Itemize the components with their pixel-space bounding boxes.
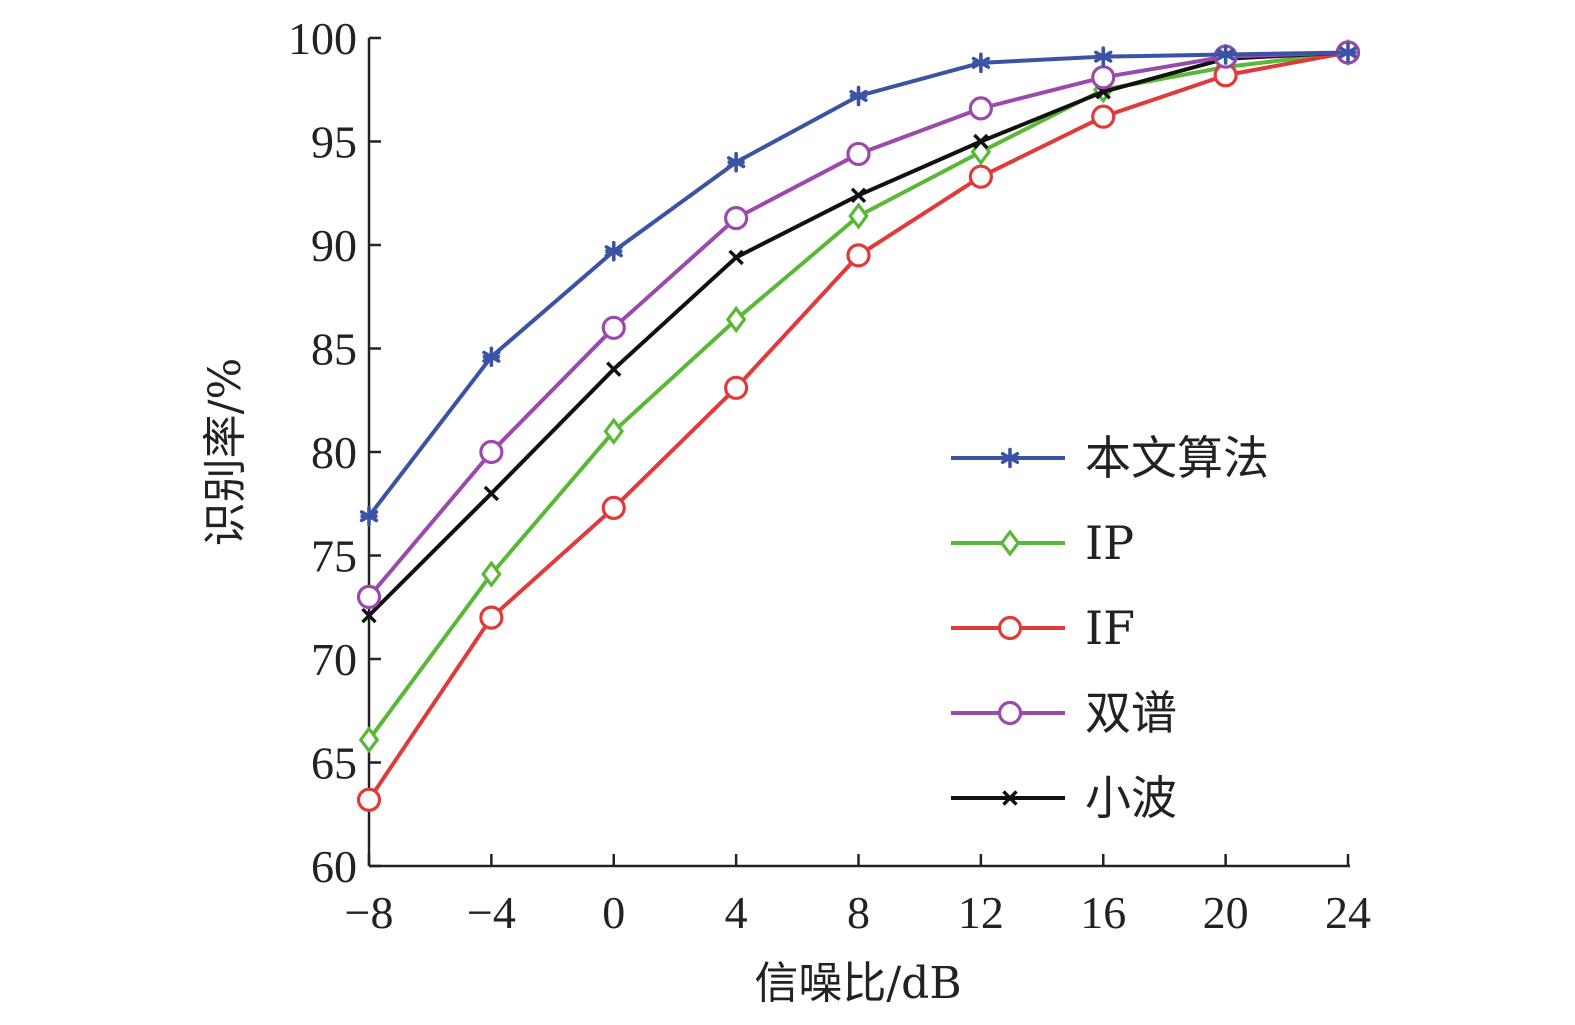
x-tick-label: 8: [847, 887, 870, 938]
data-point: [1091, 65, 1116, 90]
series-4: [361, 44, 1356, 624]
series-0: [359, 42, 1358, 527]
legend-item: 本文算法: [951, 431, 1269, 485]
data-point: [479, 439, 504, 465]
y-ticks: 60 65 70 75 80 85 90 95 100: [288, 13, 381, 892]
data-point: [601, 495, 626, 520]
legend-item: 小波: [951, 771, 1177, 825]
legend-label: IF: [1085, 601, 1135, 655]
y-tick-label: 75: [311, 531, 357, 582]
data-point: [1094, 46, 1113, 67]
data-point: [849, 85, 868, 107]
legend-marker: [1000, 447, 1020, 469]
data-point: [479, 605, 504, 630]
data-point: [482, 346, 501, 368]
legend-label: 双谱: [1085, 686, 1177, 740]
data-point: [968, 164, 993, 189]
data-point: [1338, 42, 1358, 63]
data-point: [481, 560, 502, 588]
y-tick-label: 70: [311, 634, 357, 685]
data-point: [725, 305, 747, 334]
y-tick-label: 95: [311, 117, 357, 168]
data-point: [359, 505, 379, 527]
y-tick-label: 65: [311, 738, 357, 789]
x-tick-label: 24: [1325, 887, 1371, 938]
data-point: [973, 133, 989, 150]
x-tick-label: 4: [725, 887, 748, 938]
data-point: [356, 787, 382, 812]
legend-label: IP: [1085, 516, 1134, 570]
data-point: [850, 187, 867, 204]
legend-item: IF: [951, 601, 1135, 655]
data-point: [1091, 104, 1116, 129]
legend-item: 双谱: [951, 686, 1177, 740]
legend-item: IP: [951, 516, 1134, 570]
data-point: [1216, 44, 1235, 65]
x-axis-title: 信噪比/dB: [754, 958, 961, 1009]
y-tick-label: 100: [288, 13, 357, 64]
data-point: [601, 315, 626, 340]
data-point: [846, 243, 871, 268]
data-point: [846, 141, 871, 167]
y-tick-label: 60: [311, 841, 357, 892]
x-ticks: −8 −4 0 4 8 12 16 20 24: [345, 854, 1371, 938]
x-tick-label: 16: [1080, 887, 1126, 938]
y-tick-label: 85: [311, 324, 357, 375]
series-group: [356, 38, 1361, 812]
data-point: [606, 361, 622, 377]
data-point: [848, 202, 869, 230]
data-point: [603, 417, 624, 445]
y-tick-label: 80: [311, 427, 357, 478]
data-point: [483, 485, 500, 502]
data-point: [728, 249, 744, 266]
legend-label: 本文算法: [1085, 431, 1269, 485]
legend-marker: [997, 700, 1023, 726]
data-point: [361, 607, 377, 624]
legend-marker: [999, 529, 1021, 557]
data-point: [724, 375, 749, 400]
data-point: [604, 240, 623, 262]
legend-marker: [1002, 790, 1018, 806]
x-tick-label: −8: [345, 887, 394, 938]
y-axis-title: 识别率/%: [200, 358, 251, 547]
x-tick-label: 0: [602, 887, 625, 938]
data-point: [726, 151, 746, 173]
series-line: [367, 50, 1349, 599]
data-point: [724, 205, 749, 231]
legend-marker: [997, 615, 1023, 641]
x-tick-label: 12: [958, 887, 1004, 938]
y-tick-label: 90: [311, 220, 357, 271]
data-point: [358, 726, 380, 754]
data-point: [971, 52, 991, 74]
series-3: [356, 40, 1361, 610]
legend-label: 小波: [1085, 771, 1177, 825]
x-tick-label: −4: [467, 887, 516, 938]
data-point: [356, 584, 382, 610]
x-tick-label: 20: [1203, 887, 1249, 938]
data-point: [968, 96, 993, 121]
